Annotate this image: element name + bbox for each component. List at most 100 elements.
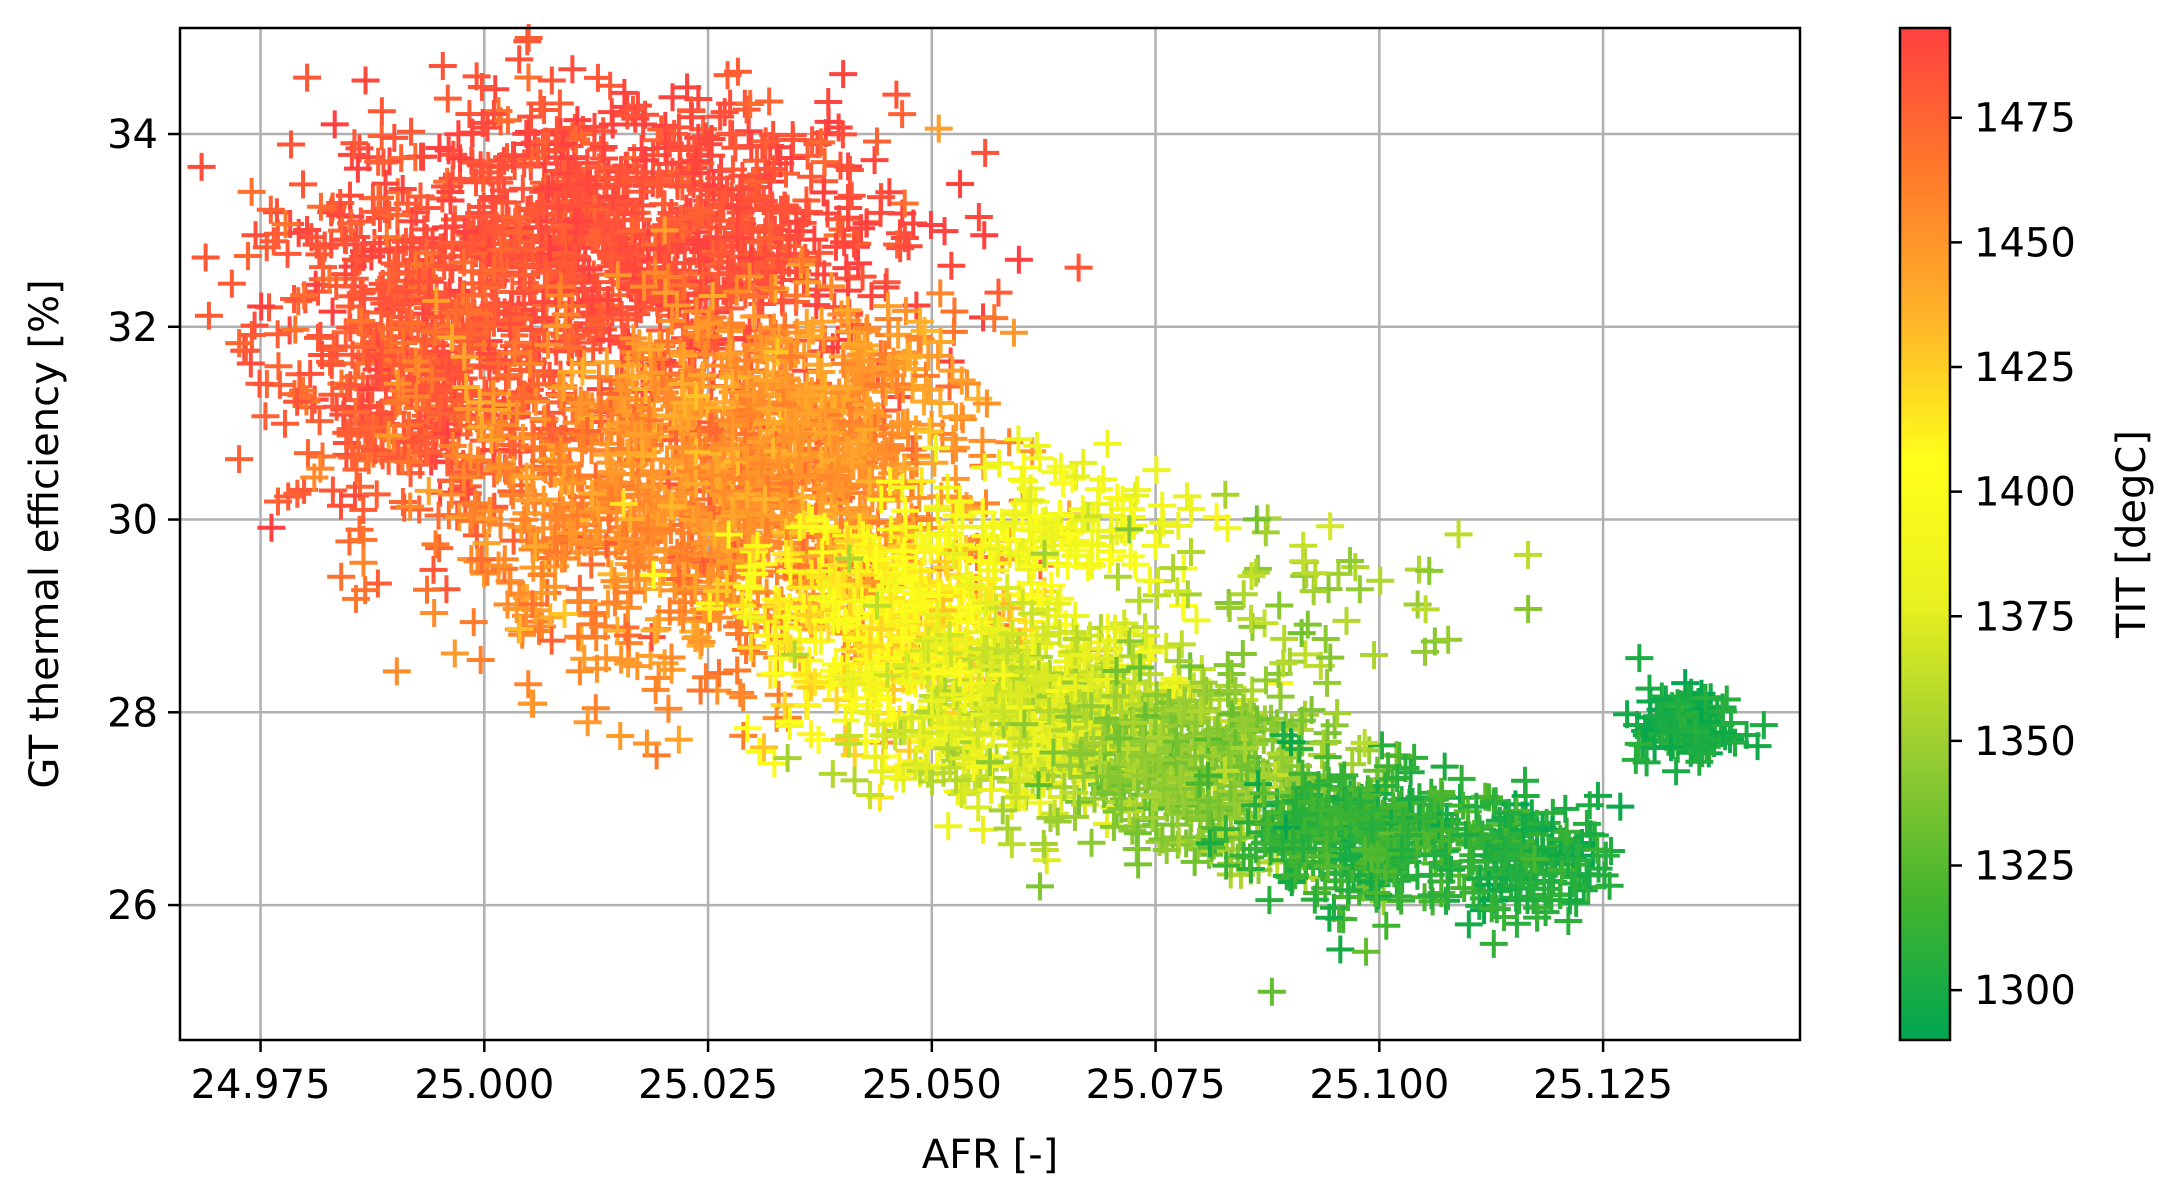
data-point xyxy=(709,481,738,510)
data-point xyxy=(438,323,467,352)
data-point xyxy=(1372,911,1401,940)
data-point xyxy=(888,473,917,502)
data-point xyxy=(1266,682,1295,711)
data-point xyxy=(550,600,579,629)
data-point xyxy=(948,405,977,434)
data-point xyxy=(872,438,901,467)
data-point xyxy=(225,445,254,474)
data-point xyxy=(703,576,732,605)
data-point xyxy=(926,327,955,356)
data-point xyxy=(573,417,602,446)
data-point xyxy=(1288,759,1317,788)
data-point xyxy=(653,327,682,356)
data-point xyxy=(1290,700,1319,729)
data-point xyxy=(912,375,941,404)
data-point xyxy=(1194,719,1223,748)
data-point xyxy=(1152,632,1181,661)
data-point xyxy=(318,297,347,326)
data-point xyxy=(1035,741,1064,770)
data-point xyxy=(315,264,344,293)
data-point xyxy=(749,733,778,762)
data-point xyxy=(907,587,936,616)
data-point xyxy=(677,103,706,132)
data-point xyxy=(687,627,716,656)
data-point xyxy=(592,348,621,377)
data-point xyxy=(891,496,920,525)
data-point xyxy=(810,148,839,177)
data-point xyxy=(389,329,418,358)
data-point xyxy=(658,83,687,112)
data-point xyxy=(1532,808,1561,837)
data-point xyxy=(827,300,856,329)
data-point xyxy=(838,669,867,698)
data-point xyxy=(1300,885,1329,914)
data-point xyxy=(940,297,969,326)
data-point xyxy=(1176,652,1205,681)
data-point xyxy=(359,197,388,226)
data-point xyxy=(856,632,885,661)
data-point xyxy=(554,333,583,362)
data-point xyxy=(916,211,945,240)
data-point xyxy=(709,388,738,417)
data-point xyxy=(694,309,723,338)
data-point xyxy=(736,90,765,119)
data-point xyxy=(617,216,646,245)
data-point xyxy=(1060,778,1089,807)
data-point xyxy=(1395,784,1424,813)
data-point xyxy=(667,204,696,233)
data-point xyxy=(732,95,761,124)
data-point xyxy=(421,530,450,559)
data-point xyxy=(1152,836,1181,865)
data-point xyxy=(598,110,627,139)
data-point xyxy=(736,603,765,632)
data-point xyxy=(1501,860,1530,889)
data-point xyxy=(640,616,669,645)
data-point xyxy=(318,476,347,505)
data-point xyxy=(441,298,470,327)
data-point xyxy=(1043,807,1072,836)
data-point xyxy=(1123,819,1152,848)
data-point xyxy=(616,578,645,607)
data-point xyxy=(435,353,464,382)
data-point xyxy=(549,505,578,534)
data-point xyxy=(937,251,966,280)
data-point xyxy=(420,598,449,627)
data-point xyxy=(756,224,785,253)
data-point xyxy=(844,249,873,278)
data-point xyxy=(873,292,902,321)
data-point xyxy=(733,572,762,601)
data-point xyxy=(603,572,632,601)
data-point xyxy=(598,298,627,327)
data-point xyxy=(751,485,780,514)
data-point xyxy=(462,168,491,197)
data-point xyxy=(1591,841,1620,870)
data-point xyxy=(558,55,587,84)
data-point xyxy=(388,376,417,405)
data-point xyxy=(861,742,890,771)
data-point xyxy=(698,461,727,490)
data-point xyxy=(768,502,797,531)
data-point xyxy=(412,575,441,604)
data-point xyxy=(582,654,611,683)
data-point xyxy=(1352,937,1381,966)
data-point xyxy=(404,315,433,344)
data-point xyxy=(388,175,417,204)
data-point xyxy=(514,670,543,699)
data-point xyxy=(719,501,748,530)
data-point xyxy=(362,480,391,509)
data-point xyxy=(283,387,312,416)
data-point xyxy=(613,593,642,622)
data-point xyxy=(757,274,786,303)
data-point xyxy=(487,410,516,439)
data-point xyxy=(984,278,1013,307)
data-point xyxy=(1132,621,1161,650)
data-point xyxy=(523,199,552,228)
data-point xyxy=(418,422,447,451)
data-point xyxy=(1187,754,1216,783)
data-point xyxy=(878,361,907,390)
data-point xyxy=(804,350,833,379)
data-point xyxy=(868,576,897,605)
data-point xyxy=(988,796,1017,825)
data-point xyxy=(1345,734,1374,763)
data-point xyxy=(1430,752,1459,781)
